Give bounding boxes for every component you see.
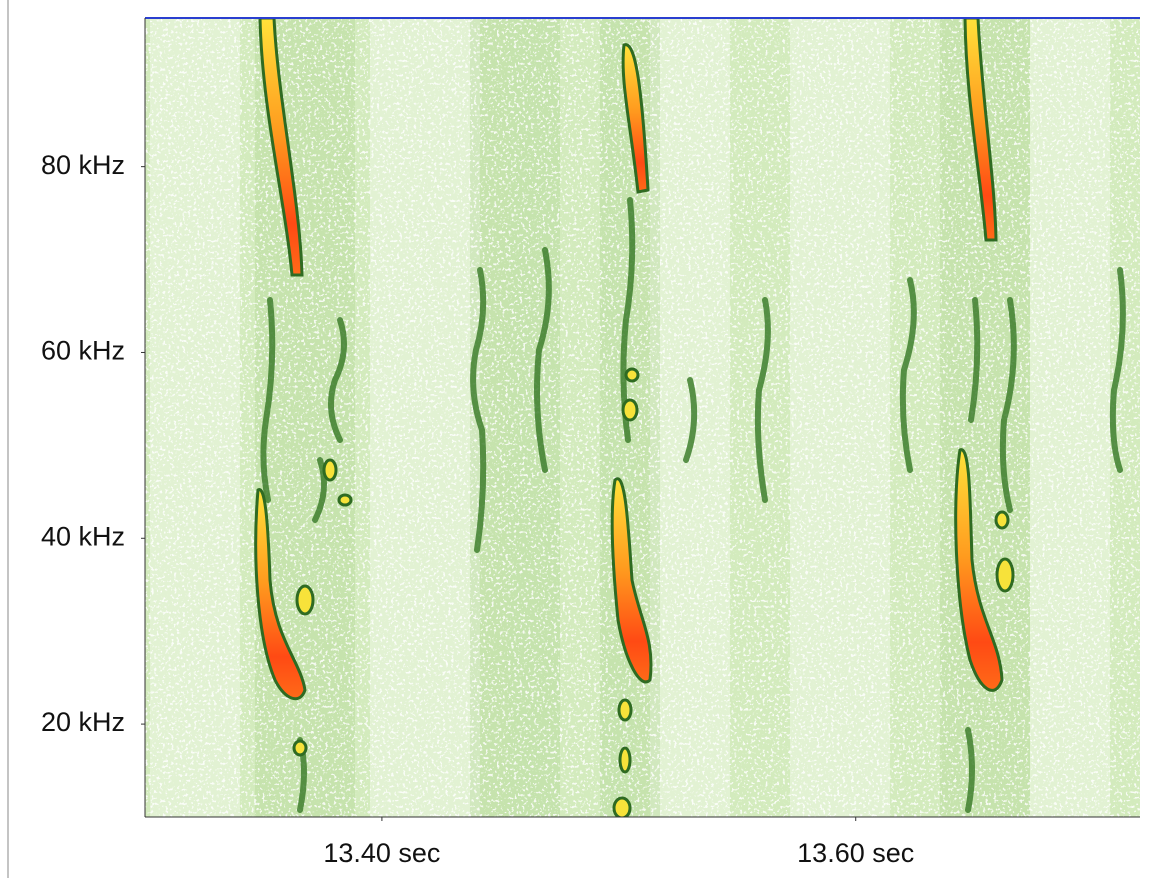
y-tick-label: 80 kHz <box>41 150 125 180</box>
calls <box>254 18 1004 701</box>
call-fragments <box>292 367 1015 817</box>
y-tick-label: 20 kHz <box>41 707 125 737</box>
y-tick-label: 60 kHz <box>41 336 125 366</box>
y-tick-label: 40 kHz <box>41 521 125 551</box>
x-tick-label: 13.60 sec <box>797 838 914 868</box>
x-tick-label: 13.40 sec <box>323 838 440 868</box>
plot-area <box>145 18 1140 817</box>
